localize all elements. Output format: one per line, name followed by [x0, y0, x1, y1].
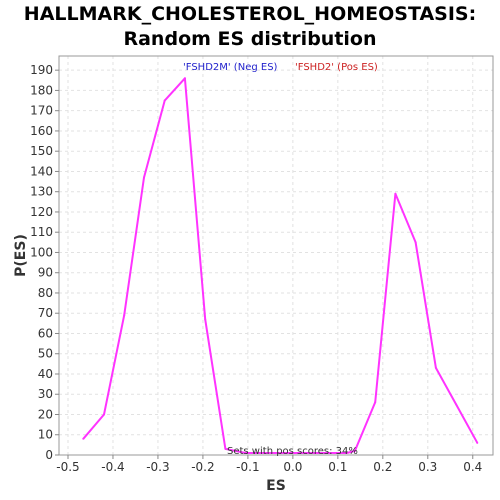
x-axis-label: ES: [266, 478, 286, 494]
y-tick-label: 190: [30, 63, 53, 77]
y-tick-label: 0: [45, 448, 53, 462]
y-tick-label: 120: [30, 205, 53, 219]
y-tick-label: 90: [38, 266, 53, 280]
data-point: [434, 366, 437, 369]
data-point: [244, 451, 247, 454]
legend: 'FSHD2M' (Neg ES) 'FSHD2' (Pos ES): [183, 62, 378, 73]
y-tick-label: 170: [30, 104, 53, 118]
data-point: [264, 451, 267, 454]
data-point: [285, 451, 288, 454]
data-point: [183, 77, 186, 80]
y-axis-ticks: 0 10 20 30 40 50 60 70 80 90 100 110 120 130 140 150 160…: [30, 63, 59, 462]
x-tick-label: 0.4: [463, 460, 482, 474]
data-point: [345, 451, 348, 454]
chart-title-line-2: Random ES distribution: [123, 28, 377, 50]
y-tick-label: 110: [30, 225, 53, 239]
y-tick-label: 40: [38, 367, 53, 381]
data-point: [224, 447, 227, 450]
y-tick-label: 50: [38, 347, 53, 361]
data-point: [82, 437, 85, 440]
data-point: [102, 413, 105, 416]
data-point: [143, 176, 146, 179]
y-tick-label: 80: [38, 286, 53, 300]
x-tick-label: -0.5: [56, 460, 79, 474]
y-tick-label: 100: [30, 245, 53, 259]
y-tick-label: 180: [30, 83, 53, 97]
data-point: [204, 318, 207, 321]
annotation-text: Sets with pos scores: 34%: [227, 446, 358, 457]
y-axis-label: P(ES): [13, 234, 29, 277]
legend-entry: 'FSHD2' (Pos ES): [295, 62, 378, 73]
x-tick-label: 0.1: [328, 460, 347, 474]
grid: [59, 56, 493, 456]
y-tick-label: 60: [38, 326, 53, 340]
data-point: [414, 241, 417, 244]
x-tick-label: -0.1: [236, 460, 259, 474]
series-line: [82, 77, 479, 454]
y-tick-label: 30: [38, 387, 53, 401]
data-point: [394, 192, 397, 195]
x-axis-ticks: -0.5 -0.4 -0.3 -0.2 -0.1 0.0 0.1 0.2 0.3 0.4: [56, 455, 482, 474]
data-point: [455, 403, 458, 406]
y-tick-label: 10: [38, 428, 53, 442]
data-point: [476, 441, 479, 444]
chart-title-line-1: HALLMARK_CHOLESTEROL_HOMEOSTASIS:: [23, 3, 477, 25]
x-tick-label: -0.3: [146, 460, 169, 474]
data-point: [374, 401, 377, 404]
y-tick-label: 150: [30, 144, 53, 158]
data-point: [163, 99, 166, 102]
x-tick-label: -0.2: [191, 460, 214, 474]
x-tick-label: 0.0: [283, 460, 302, 474]
x-tick-label: 0.3: [418, 460, 437, 474]
series-layer: [82, 77, 479, 454]
plot-frame: [58, 55, 494, 456]
y-tick-label: 70: [38, 306, 53, 320]
data-point: [305, 451, 308, 454]
x-tick-label: 0.2: [373, 460, 392, 474]
y-tick-label: 160: [30, 124, 53, 138]
x-tick-label: -0.4: [101, 460, 124, 474]
y-tick-label: 20: [38, 407, 53, 421]
y-tick-label: 140: [30, 164, 53, 178]
legend-entry: 'FSHD2M' (Neg ES): [183, 62, 278, 73]
data-point: [123, 314, 126, 317]
y-tick-label: 130: [30, 185, 53, 199]
data-point: [353, 449, 356, 452]
data-point: [325, 451, 328, 454]
chart-title: HALLMARK_CHOLESTEROL_HOMEOSTASIS: Random…: [0, 2, 500, 52]
